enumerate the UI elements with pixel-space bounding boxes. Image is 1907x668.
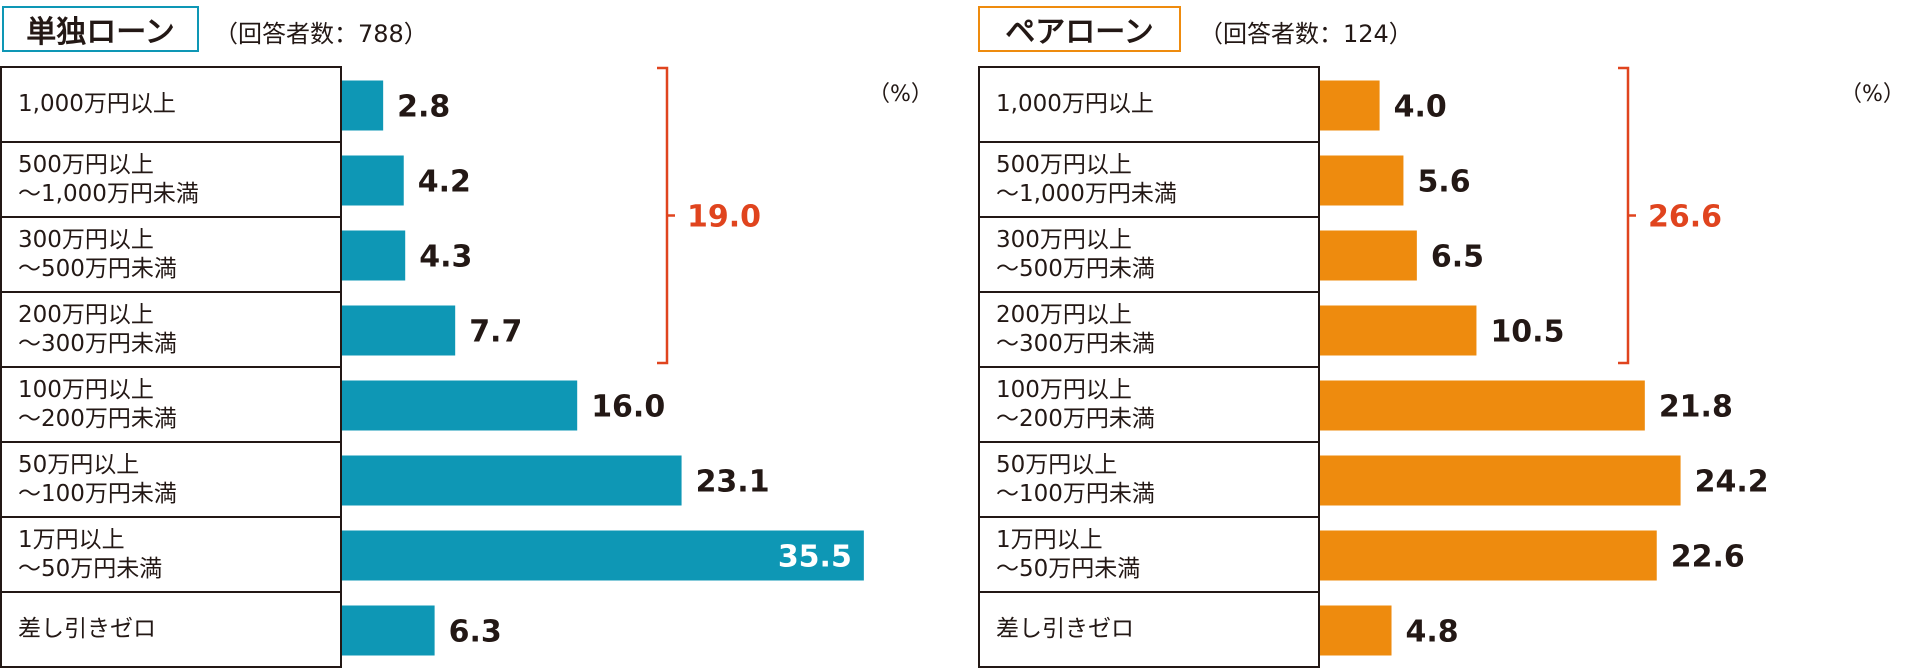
panel-single-loan: 単独ローン （回答者数：788） （%） 1,000万円以上 500万円以上 ～… bbox=[0, 0, 960, 668]
data-label: 4.8 bbox=[1406, 615, 1459, 650]
category-label: 1,000万円以上 bbox=[2, 68, 340, 143]
data-label: 10.5 bbox=[1490, 315, 1564, 350]
panel-pair-loan: ペアローン （回答者数：124） （%） 1,000万円以上 500万円以上 ～… bbox=[978, 0, 1907, 668]
bar bbox=[1320, 80, 1380, 131]
category-label: 1万円以上 ～50万円未満 bbox=[980, 518, 1318, 593]
bar bbox=[342, 155, 404, 206]
bar bbox=[1320, 305, 1477, 356]
data-label: 21.8 bbox=[1659, 390, 1733, 425]
category-label: 1,000万円以上 bbox=[980, 68, 1318, 143]
data-label: 7.7 bbox=[469, 315, 522, 350]
category-label: 100万円以上 ～200万円未満 bbox=[980, 368, 1318, 443]
category-label: 500万円以上 ～1,000万円未満 bbox=[2, 143, 340, 218]
data-label: 35.5 bbox=[778, 540, 852, 575]
category-labels: 1,000万円以上 500万円以上 ～1,000万円未満 300万円以上 ～50… bbox=[978, 66, 1320, 668]
unit-label: （%） bbox=[868, 82, 933, 107]
data-label: 2.8 bbox=[397, 90, 450, 125]
bar bbox=[1320, 530, 1657, 581]
data-label: 5.6 bbox=[1417, 165, 1470, 200]
category-label: 50万円以上 ～100万円未満 bbox=[980, 443, 1318, 518]
panel-title: ペアローン bbox=[978, 6, 1181, 52]
category-label: 300万円以上 ～500万円未満 bbox=[2, 218, 340, 293]
respondent-count: （回答者数：124） bbox=[1199, 20, 1413, 48]
bracket-total-label: 26.6 bbox=[1648, 200, 1722, 235]
data-label: 4.2 bbox=[418, 165, 471, 200]
data-label: 23.1 bbox=[696, 465, 770, 500]
category-label: 1万円以上 ～50万円未満 bbox=[2, 518, 340, 593]
bracket bbox=[657, 66, 675, 365]
data-label: 24.2 bbox=[1695, 465, 1769, 500]
category-label: 200万円以上 ～300万円未満 bbox=[980, 293, 1318, 368]
bar bbox=[1320, 230, 1417, 281]
data-label: 6.5 bbox=[1431, 240, 1484, 275]
data-label: 22.6 bbox=[1671, 540, 1745, 575]
bar bbox=[342, 605, 435, 656]
bracket bbox=[1618, 66, 1636, 365]
category-label: 300万円以上 ～500万円未満 bbox=[980, 218, 1318, 293]
bar bbox=[342, 380, 578, 431]
unit-label: （%） bbox=[1840, 82, 1905, 107]
data-label: 4.3 bbox=[419, 240, 472, 275]
category-labels: 1,000万円以上 500万円以上 ～1,000万円未満 300万円以上 ～50… bbox=[0, 66, 342, 668]
bar bbox=[1320, 380, 1645, 431]
bar-chart-pair: 4.0 5.6 6.5 10.5 21.8 24.2 22.6 4.8 26.6 bbox=[1320, 66, 1769, 656]
data-label: 6.3 bbox=[449, 615, 502, 650]
bar bbox=[342, 305, 456, 356]
respondent-count: （回答者数：788） bbox=[214, 20, 428, 48]
panel-title: 単独ローン bbox=[2, 6, 199, 52]
bar bbox=[1320, 455, 1681, 506]
category-label: 100万円以上 ～200万円未満 bbox=[2, 368, 340, 443]
bar-chart-single: 2.8 4.2 4.3 7.7 16.0 23.1 35.5 6.3 19.0 bbox=[342, 66, 864, 656]
bar bbox=[1320, 155, 1404, 206]
category-label: 50万円以上 ～100万円未満 bbox=[2, 443, 340, 518]
data-label: 16.0 bbox=[591, 390, 665, 425]
bar bbox=[342, 80, 384, 131]
bar bbox=[342, 530, 864, 581]
data-label: 4.0 bbox=[1394, 90, 1447, 125]
bar bbox=[342, 455, 682, 506]
category-label: 200万円以上 ～300万円未満 bbox=[2, 293, 340, 368]
bar bbox=[1320, 605, 1392, 656]
bar bbox=[342, 230, 406, 281]
category-label: 500万円以上 ～1,000万円未満 bbox=[980, 143, 1318, 218]
bracket-total-label: 19.0 bbox=[687, 200, 761, 235]
